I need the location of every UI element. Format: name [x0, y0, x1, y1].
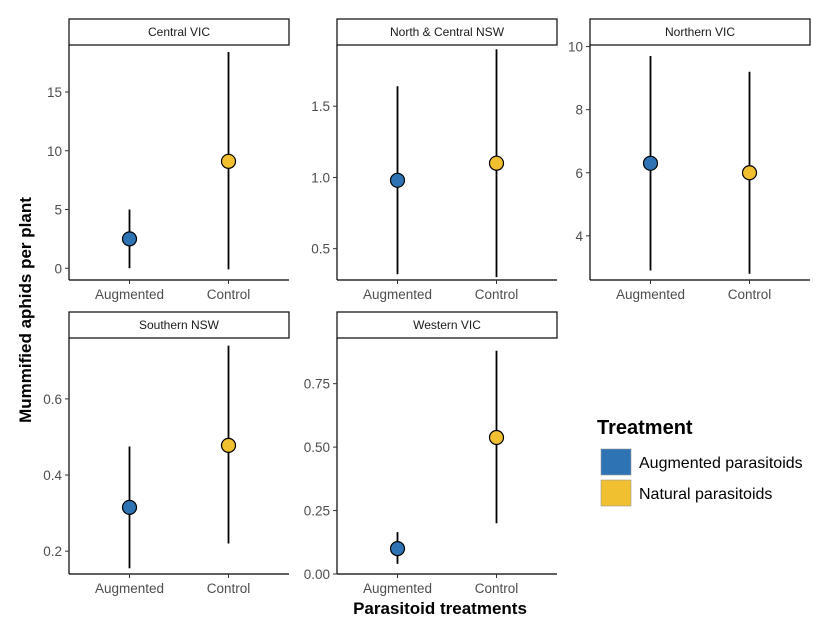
- legend: Treatment Augmented parasitoids Natural …: [597, 417, 803, 507]
- data-point: [488, 155, 505, 171]
- y-tick-label: 4: [575, 229, 583, 244]
- facet-strip-title: Western VIC: [413, 318, 481, 332]
- x-tick-label: Control: [475, 287, 519, 302]
- facet-strip-title: Central VIC: [148, 25, 210, 39]
- x-tick-label: Control: [475, 581, 519, 596]
- y-tick-label: 0.5: [311, 242, 330, 257]
- y-tick-label: 8: [575, 103, 583, 118]
- x-tick-label: Augmented: [363, 287, 432, 302]
- y-tick-label: 0.4: [43, 468, 62, 483]
- y-tick-label: 0.6: [43, 392, 62, 407]
- facet-strip: [336, 311, 558, 339]
- facet-strip-title: Northern VIC: [665, 25, 735, 39]
- facet-panel: Southern NSW 0.2 0.4 0.6 Augmented Control: [43, 311, 290, 596]
- y-tick-label: 0.50: [304, 440, 330, 455]
- x-tick-label: Augmented: [95, 581, 164, 596]
- data-point: [741, 165, 758, 181]
- data-point: [488, 429, 505, 446]
- facet-panel: North & Central NSW 0.5 1.0 1.5 Augmented Con…: [311, 18, 558, 302]
- y-tick-label: 5: [54, 203, 62, 218]
- legend-title: Treatment: [597, 417, 693, 439]
- data-point: [220, 437, 237, 453]
- data-point: [389, 172, 406, 188]
- data-point: [121, 499, 138, 515]
- legend-label-augmented: Augmented parasitoids: [639, 455, 803, 472]
- y-tick-label: 0: [54, 261, 62, 276]
- facet-strip: [336, 18, 558, 46]
- facet-strip-title: North & Central NSW: [390, 25, 505, 39]
- y-tick-label: 1.0: [311, 170, 330, 185]
- facet-strip: [589, 18, 811, 46]
- x-tick-label: Augmented: [616, 287, 685, 302]
- y-tick-label: 1.5: [311, 99, 330, 114]
- y-tick-label: 0.25: [304, 504, 330, 519]
- y-tick-label: 0.75: [304, 377, 330, 392]
- facet-strip-title: Southern NSW: [139, 318, 220, 332]
- y-tick-label: 0.2: [43, 544, 62, 559]
- facet-strip: [68, 311, 290, 339]
- legend-key-augmented: [600, 448, 632, 476]
- legend-key-natural: [600, 479, 632, 507]
- facet-panel: Central VIC 0 5 10 15 Augmented Control: [47, 18, 290, 302]
- x-tick-label: Augmented: [363, 581, 432, 596]
- facet-panel: Western VIC 0.00 0.25 0.50 0.75 Augmented Cont…: [304, 311, 558, 596]
- y-tick-label: 10: [568, 40, 583, 55]
- data-point: [389, 541, 406, 557]
- x-tick-label: Control: [207, 581, 251, 596]
- y-tick-label: 6: [575, 166, 583, 181]
- y-tick-label: 10: [47, 144, 62, 159]
- y-axis-title: Mummified aphids per plant: [16, 197, 35, 423]
- facet-panel: Northern VIC 4 6 8 10 Augmented Control: [568, 18, 811, 302]
- data-point: [121, 231, 138, 247]
- x-tick-label: Augmented: [95, 287, 164, 302]
- y-tick-label: 15: [47, 85, 62, 100]
- x-tick-label: Control: [728, 287, 772, 302]
- x-tick-label: Control: [207, 287, 251, 302]
- legend-label-natural: Natural parasitoids: [639, 486, 772, 503]
- data-point: [642, 155, 659, 171]
- x-axis-title: Parasitoid treatments: [353, 599, 527, 618]
- y-tick-label: 0.00: [304, 567, 330, 582]
- data-point: [220, 153, 237, 169]
- facet-strip: [68, 18, 290, 46]
